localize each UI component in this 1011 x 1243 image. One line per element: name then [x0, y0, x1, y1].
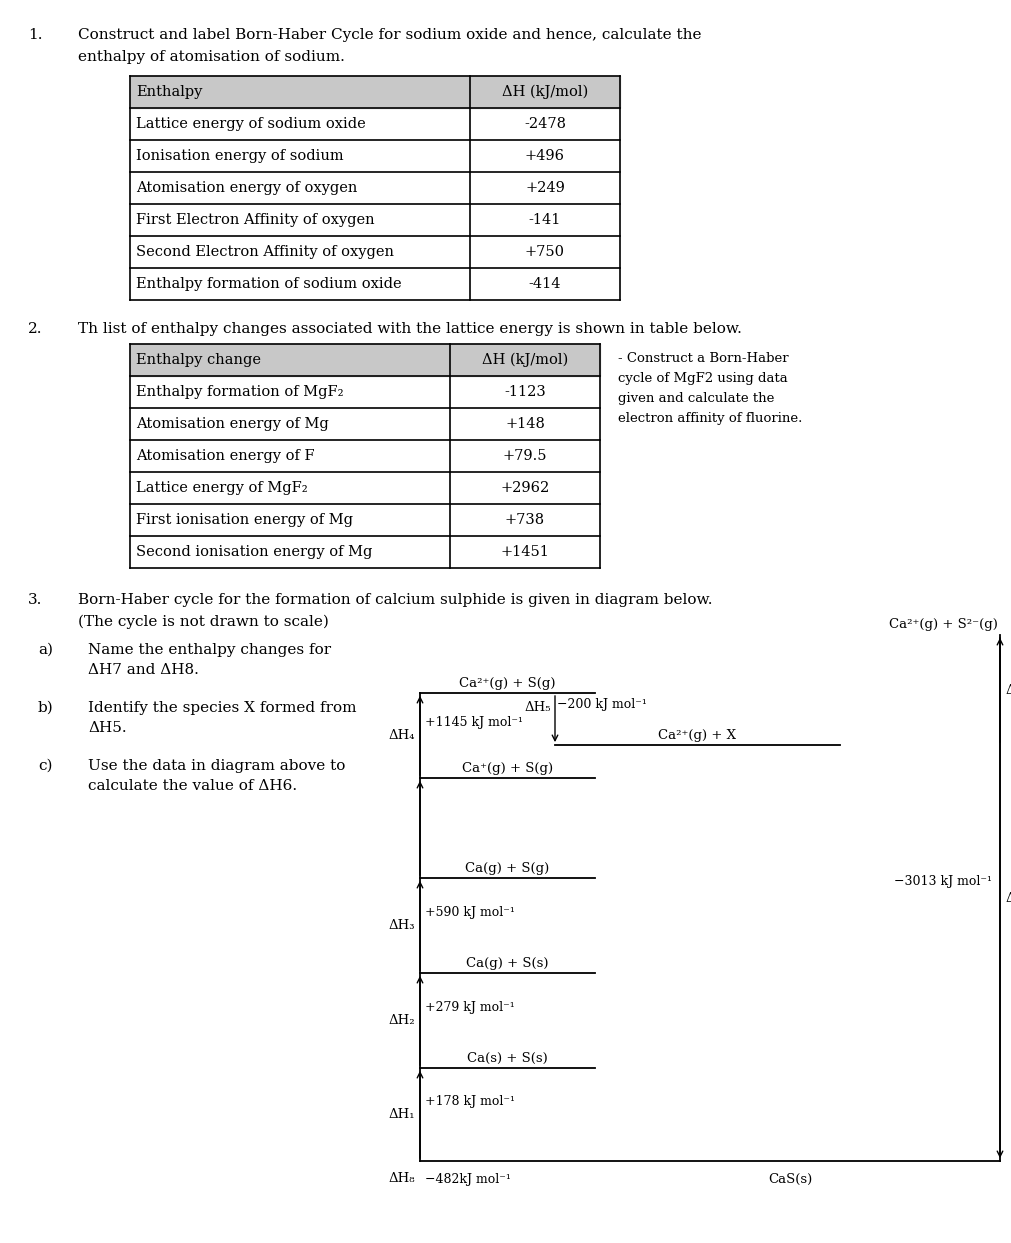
Text: Enthalpy formation of sodium oxide: Enthalpy formation of sodium oxide — [136, 277, 401, 291]
Text: ΔH (kJ/mol): ΔH (kJ/mol) — [482, 353, 568, 367]
Text: Identify the species X formed from: Identify the species X formed from — [88, 701, 357, 715]
Text: ΔH₂: ΔH₂ — [388, 1014, 415, 1027]
Text: Ca⁺(g) + S(g): Ca⁺(g) + S(g) — [462, 762, 553, 774]
Text: ΔH₄: ΔH₄ — [388, 728, 415, 742]
Text: ΔH (kJ/mol): ΔH (kJ/mol) — [501, 85, 588, 99]
Text: Ca²⁺(g) + S(g): Ca²⁺(g) + S(g) — [459, 677, 556, 690]
Text: ΔH₇: ΔH₇ — [1005, 891, 1011, 905]
Text: +590 kJ mol⁻¹: +590 kJ mol⁻¹ — [425, 905, 515, 919]
Text: +1145 kJ mol⁻¹: +1145 kJ mol⁻¹ — [425, 716, 523, 728]
Text: Enthalpy formation of MgF₂: Enthalpy formation of MgF₂ — [136, 385, 344, 399]
Text: +738: +738 — [504, 513, 545, 527]
Text: 2.: 2. — [28, 322, 42, 336]
Text: c): c) — [38, 759, 53, 773]
Text: ΔH₆: ΔH₆ — [1005, 684, 1011, 696]
Text: Second ionisation energy of Mg: Second ionisation energy of Mg — [136, 544, 372, 559]
Text: a): a) — [38, 643, 53, 658]
Text: -414: -414 — [529, 277, 561, 291]
Text: Ca(g) + S(s): Ca(g) + S(s) — [466, 957, 549, 970]
Text: +1451: +1451 — [500, 544, 549, 559]
Text: +750: +750 — [525, 245, 565, 259]
Text: ΔH₃: ΔH₃ — [388, 919, 415, 932]
Text: CaS(s): CaS(s) — [768, 1173, 812, 1186]
Text: Second Electron Affinity of oxygen: Second Electron Affinity of oxygen — [136, 245, 394, 259]
Text: ΔH5.: ΔH5. — [88, 721, 126, 735]
Text: calculate the value of ΔH6.: calculate the value of ΔH6. — [88, 779, 297, 793]
Text: −3013 kJ mol⁻¹: −3013 kJ mol⁻¹ — [894, 875, 992, 888]
Text: Use the data in diagram above to: Use the data in diagram above to — [88, 759, 346, 773]
Text: ΔH₈: ΔH₈ — [388, 1172, 415, 1186]
Text: −482kJ mol⁻¹: −482kJ mol⁻¹ — [425, 1172, 511, 1186]
Text: -141: -141 — [529, 213, 561, 227]
Text: Th list of enthalpy changes associated with the lattice energy is shown in table: Th list of enthalpy changes associated w… — [78, 322, 742, 336]
Text: -2478: -2478 — [524, 117, 566, 131]
Text: Enthalpy change: Enthalpy change — [136, 353, 261, 367]
Text: +279 kJ mol⁻¹: +279 kJ mol⁻¹ — [425, 1001, 515, 1013]
Text: Name the enthalpy changes for: Name the enthalpy changes for — [88, 643, 332, 658]
Text: Ca(g) + S(g): Ca(g) + S(g) — [465, 861, 550, 875]
Text: Atomisation energy of oxygen: Atomisation energy of oxygen — [136, 181, 357, 195]
Text: Atomisation energy of F: Atomisation energy of F — [136, 449, 314, 462]
Text: (The cycle is not drawn to scale): (The cycle is not drawn to scale) — [78, 615, 329, 629]
Text: ΔH7 and ΔH8.: ΔH7 and ΔH8. — [88, 663, 199, 677]
Text: Ca(s) + S(s): Ca(s) + S(s) — [467, 1052, 548, 1065]
Text: −200 kJ mol⁻¹: −200 kJ mol⁻¹ — [557, 699, 647, 711]
Text: Born-Haber cycle for the formation of calcium sulphide is given in diagram below: Born-Haber cycle for the formation of ca… — [78, 593, 713, 607]
Bar — [130, 344, 600, 375]
Text: +148: +148 — [506, 416, 545, 431]
Text: +249: +249 — [525, 181, 565, 195]
Bar — [130, 76, 620, 108]
Text: enthalpy of atomisation of sodium.: enthalpy of atomisation of sodium. — [78, 50, 345, 63]
Text: First Electron Affinity of oxygen: First Electron Affinity of oxygen — [136, 213, 375, 227]
Text: Lattice energy of MgF₂: Lattice energy of MgF₂ — [136, 481, 307, 495]
Text: Lattice energy of sodium oxide: Lattice energy of sodium oxide — [136, 117, 366, 131]
Text: Ca²⁺(g) + X: Ca²⁺(g) + X — [658, 728, 736, 742]
Text: Construct and label Born-Haber Cycle for sodium oxide and hence, calculate the: Construct and label Born-Haber Cycle for… — [78, 29, 702, 42]
Text: - Construct a Born-Haber
cycle of MgF2 using data
given and calculate the
electr: - Construct a Born-Haber cycle of MgF2 u… — [618, 352, 803, 425]
Text: +496: +496 — [525, 149, 565, 163]
Text: +79.5: +79.5 — [502, 449, 547, 462]
Text: Ionisation energy of sodium: Ionisation energy of sodium — [136, 149, 344, 163]
Text: +178 kJ mol⁻¹: +178 kJ mol⁻¹ — [425, 1095, 515, 1108]
Text: 1.: 1. — [28, 29, 42, 42]
Text: ΔH₅: ΔH₅ — [525, 701, 551, 713]
Text: 3.: 3. — [28, 593, 42, 607]
Text: Enthalpy: Enthalpy — [136, 85, 202, 99]
Text: Atomisation energy of Mg: Atomisation energy of Mg — [136, 416, 329, 431]
Text: First ionisation energy of Mg: First ionisation energy of Mg — [136, 513, 353, 527]
Text: -1123: -1123 — [504, 385, 546, 399]
Text: +2962: +2962 — [500, 481, 550, 495]
Text: b): b) — [38, 701, 54, 715]
Text: ΔH₁: ΔH₁ — [388, 1108, 415, 1121]
Text: Ca²⁺(g) + S²⁻(g): Ca²⁺(g) + S²⁻(g) — [889, 618, 998, 631]
